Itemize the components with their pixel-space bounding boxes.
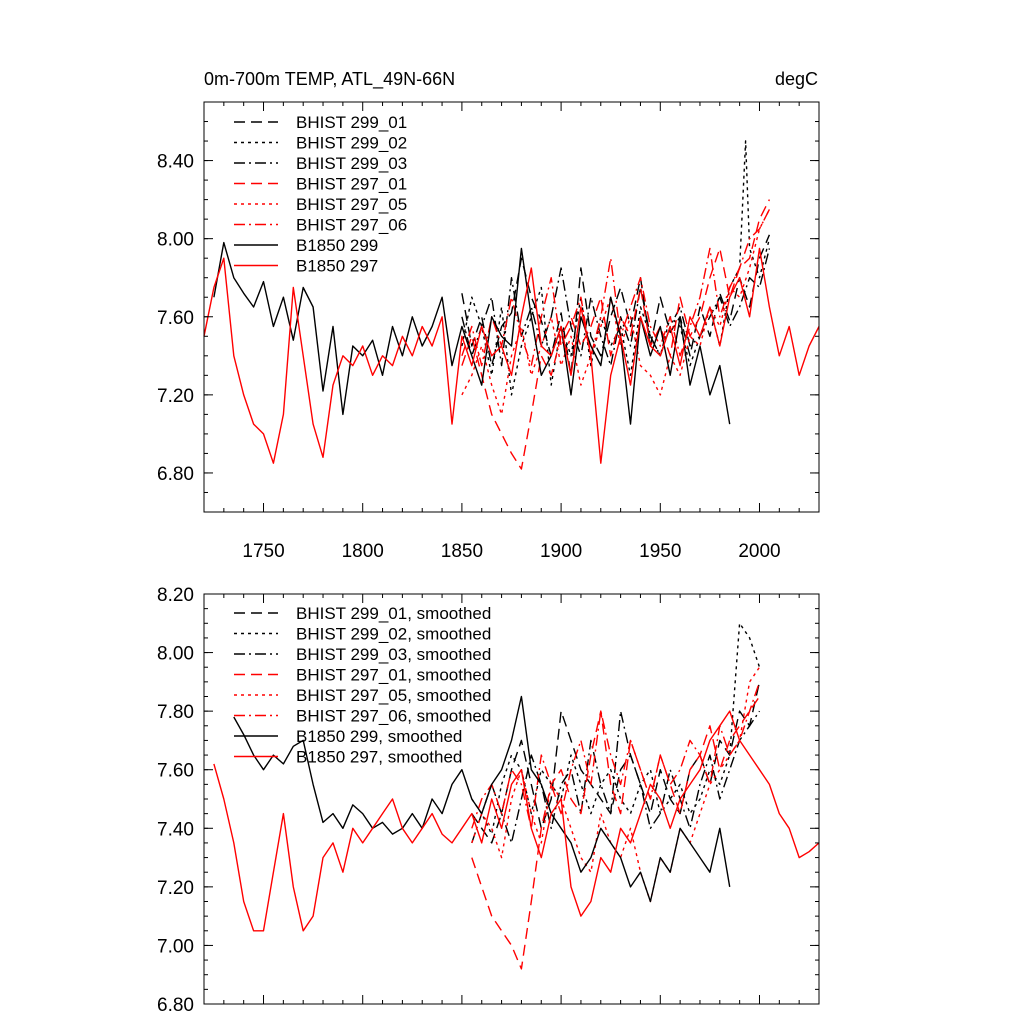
bottom-series-line-6 — [471, 681, 761, 829]
bottom-legend: BHIST 299_01, smoothed BHIST 299_02, smoo… — [234, 604, 491, 767]
bottom-legend-label-3: BHIST 299_03, smoothed — [296, 645, 491, 664]
bottom-legend-label-7: B1850 299, smoothed — [296, 727, 462, 746]
bottom-y-tick-label: 8.00 — [157, 644, 194, 665]
top-ticks-group: 1750 1800 1850 1900 1950 2000 6.80 7.20 7.60 8.00… — [157, 101, 820, 562]
top-x-tick-label: 1800 — [342, 541, 384, 562]
top-series-line-3 — [461, 248, 771, 367]
top-series-line-6 — [461, 209, 771, 367]
top-legend-label-5: BHIST 297_05 — [296, 195, 407, 214]
bottom-series-line-3 — [471, 710, 761, 844]
bottom-y-tick-label: 7.00 — [157, 936, 194, 957]
top-y-tick-label: 8.00 — [157, 230, 194, 251]
top-series-line-4 — [461, 199, 771, 470]
top-title-right: degC — [775, 69, 818, 89]
top-series-line-7 — [213, 241, 731, 425]
bottom-series-line-1 — [471, 681, 761, 844]
top-panel: 0m-700m TEMP, ATL_49N-66N degC 1750 1800 1… — [157, 69, 820, 562]
top-series-line-2 — [461, 140, 771, 396]
bottom-y-tick-label: 6.80 — [157, 995, 194, 1016]
top-legend-label-7: B1850 299 — [296, 236, 378, 255]
bottom-plot-frame — [203, 593, 820, 1005]
top-legend-label-2: BHIST 299_02 — [296, 134, 407, 153]
bottom-y-tick-label: 7.20 — [157, 878, 194, 899]
top-x-tick-label: 1850 — [441, 541, 483, 562]
top-y-tick-label: 8.40 — [157, 152, 194, 173]
top-legend-label-1: BHIST 299_01 — [296, 113, 407, 132]
top-x-tick-label: 2000 — [738, 541, 780, 562]
bottom-legend-label-5: BHIST 297_05, smoothed — [296, 686, 491, 705]
bottom-series-line-7 — [233, 695, 731, 903]
top-legend-label-4: BHIST 297_01 — [296, 175, 407, 194]
top-x-tick-label: 1750 — [242, 541, 284, 562]
bottom-legend-label-4: BHIST 297_01, smoothed — [296, 666, 491, 685]
bottom-legend-label-1: BHIST 299_01, smoothed — [296, 604, 491, 623]
top-title-left: 0m-700m TEMP, ATL_49N-66N — [204, 69, 455, 90]
bottom-y-tick-label: 7.80 — [157, 702, 194, 723]
top-x-tick-label: 1900 — [540, 541, 582, 562]
bottom-series-line-4 — [471, 696, 761, 970]
top-legend-label-6: BHIST 297_06 — [296, 216, 407, 235]
top-y-tick-label: 6.80 — [157, 464, 194, 485]
bottom-panel: 6.80 7.00 7.20 7.40 7.60 7.80 8.00 8.20 BHIST 2… — [157, 585, 820, 1016]
bottom-series-line-5 — [471, 666, 761, 903]
bottom-y-tick-label: 7.40 — [157, 819, 194, 840]
bottom-series-line-2 — [471, 622, 761, 835]
top-plot-frame — [203, 101, 820, 513]
bottom-legend-label-8: B1850 297, smoothed — [296, 748, 462, 767]
bottom-y-tick-label: 8.20 — [157, 585, 194, 606]
top-x-tick-label: 1950 — [639, 541, 681, 562]
top-series-line-8 — [203, 247, 820, 464]
top-y-tick-label: 7.20 — [157, 386, 194, 407]
top-series-group — [203, 140, 820, 470]
bottom-legend-label-6: BHIST 297_06, smoothed — [296, 707, 491, 726]
bottom-legend-label-2: BHIST 299_02, smoothed — [296, 625, 491, 644]
bottom-ticks-group: 6.80 7.00 7.20 7.40 7.60 7.80 8.00 8.20 — [157, 585, 820, 1016]
bottom-series-group — [213, 622, 820, 970]
bottom-series-line-8 — [213, 710, 820, 932]
top-legend-label-8: B1850 297 — [296, 257, 378, 276]
bottom-y-tick-label: 7.60 — [157, 761, 194, 782]
top-y-tick-label: 7.60 — [157, 308, 194, 329]
top-legend-label-3: BHIST 299_03 — [296, 154, 407, 173]
top-series-line-5 — [461, 209, 771, 416]
